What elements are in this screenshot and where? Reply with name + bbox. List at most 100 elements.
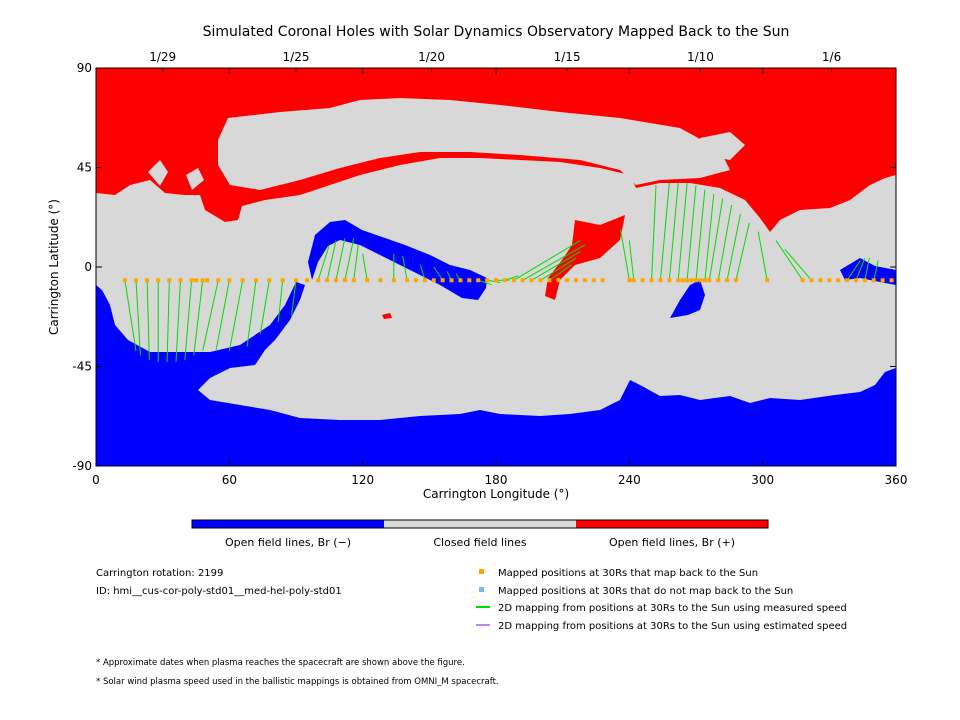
mapped-point (240, 278, 245, 283)
run-id: ID: hmi__cus-cor-poly-std01__med-hel-pol… (96, 586, 342, 597)
mapping-line (124, 280, 137, 352)
mapping-line (717, 205, 733, 281)
mapping-line (215, 280, 230, 352)
mapping-line (326, 240, 337, 281)
legend-label-unmapped: Mapped positions at 30Rs that do not map… (498, 586, 793, 597)
mapping-line (659, 182, 670, 281)
mapped-point (216, 278, 221, 283)
mapped-point (325, 278, 330, 283)
mapping-line (619, 229, 630, 281)
mapped-point (698, 278, 703, 283)
legend: Mapped positions at 30Rs that map back t… (476, 568, 847, 632)
closed-field-island (218, 98, 730, 190)
mapping-line (487, 279, 501, 283)
x-tick-label: 360 (885, 473, 908, 487)
mapped-point (529, 278, 534, 283)
mapped-point (305, 278, 310, 283)
mapped-point (694, 278, 698, 283)
color-bar-label-closed: Closed field lines (433, 536, 527, 549)
mapped-point (667, 278, 672, 283)
mapped-point (378, 278, 383, 283)
mapped-point (316, 278, 321, 283)
mapped-point (640, 278, 645, 283)
legend-marker-mapped (479, 569, 484, 574)
mapping-line (855, 257, 866, 281)
mapped-point (431, 278, 436, 283)
mapping-line (175, 280, 181, 363)
mapping-line (757, 231, 768, 281)
date-tick-label: 1/20 (418, 50, 445, 64)
mapped-point (145, 278, 150, 283)
mapping-line (228, 280, 244, 352)
color-bar-label-positive: Open field lines, Br (+) (609, 536, 735, 549)
date-tick-label: 1/6 (822, 50, 841, 64)
mapping-line (628, 240, 635, 281)
mapping-line (433, 266, 444, 281)
mapping-line (668, 182, 679, 281)
mapping-line (504, 275, 519, 281)
mapped-point (520, 278, 525, 283)
mapped-point (582, 278, 587, 283)
date-tick-label: 1/25 (283, 50, 310, 64)
mapped-point (458, 278, 463, 283)
mapped-point (205, 278, 210, 283)
x-tick-label: 240 (618, 473, 641, 487)
mapping-line (549, 264, 572, 281)
x-tick-label: 0 (92, 473, 100, 487)
mapped-point (862, 278, 867, 283)
mapping-line (193, 280, 204, 356)
color-bar-positive (576, 520, 768, 528)
mapped-points (122, 278, 894, 283)
negative-polar-region (96, 282, 896, 466)
mapped-point (547, 278, 552, 283)
mapping-line (166, 280, 170, 363)
mapped-point (734, 278, 738, 283)
mapped-point (178, 278, 183, 283)
mapped-point (565, 278, 570, 283)
x-axis-label: Carrington Longitude (°) (423, 487, 569, 501)
color-bar-closed (384, 520, 576, 528)
mapping-line (478, 279, 492, 286)
mapping-line (775, 240, 804, 281)
mapped-point (511, 278, 516, 283)
mapping-line (291, 280, 297, 316)
mapping-line (419, 264, 426, 281)
mapped-point (716, 278, 721, 283)
mapping-line (873, 260, 879, 281)
mapped-point (827, 278, 832, 283)
mapped-point (818, 278, 823, 283)
x-tick-label: 120 (351, 473, 374, 487)
mapped-point (280, 278, 285, 283)
mapped-point (440, 278, 445, 283)
date-tick-label: 1/10 (687, 50, 714, 64)
chart-title: Simulated Coronal Holes with Solar Dynam… (203, 24, 790, 40)
date-tick-label: 1/29 (149, 50, 176, 64)
x-axis: 0 60 120 180 240 300 360 (92, 68, 907, 487)
y-axis-label: Carrington Latitude (°) (47, 199, 61, 335)
carrington-rotation: Carrington rotation: 2199 (96, 568, 223, 579)
mapped-point (600, 278, 605, 283)
mapping-line (513, 240, 581, 281)
mapped-point (627, 278, 632, 283)
mapping-line (335, 238, 346, 281)
y-tick-label: 45 (77, 161, 92, 175)
mapping-line (344, 238, 355, 281)
positive-central-region (545, 215, 625, 300)
mapped-point (574, 278, 578, 283)
date-tick-label: 1/15 (554, 50, 581, 64)
mapped-point (476, 278, 481, 283)
mapped-point (391, 278, 396, 283)
mapping-line (146, 280, 150, 360)
mapped-point (591, 278, 596, 283)
mapped-point (167, 278, 172, 283)
closed-field-island (148, 160, 168, 186)
mapping-line (362, 253, 368, 281)
mapping-line (677, 182, 688, 281)
mapping-line (651, 185, 657, 281)
mapping-line (784, 248, 812, 281)
x-tick-label: 300 (751, 473, 774, 487)
mapped-point (189, 278, 194, 283)
mapping-line (522, 244, 586, 281)
y-axis: -90 -45 0 45 90 (72, 61, 896, 473)
footnote-dates: * Approximate dates when plasma reaches … (96, 658, 465, 668)
